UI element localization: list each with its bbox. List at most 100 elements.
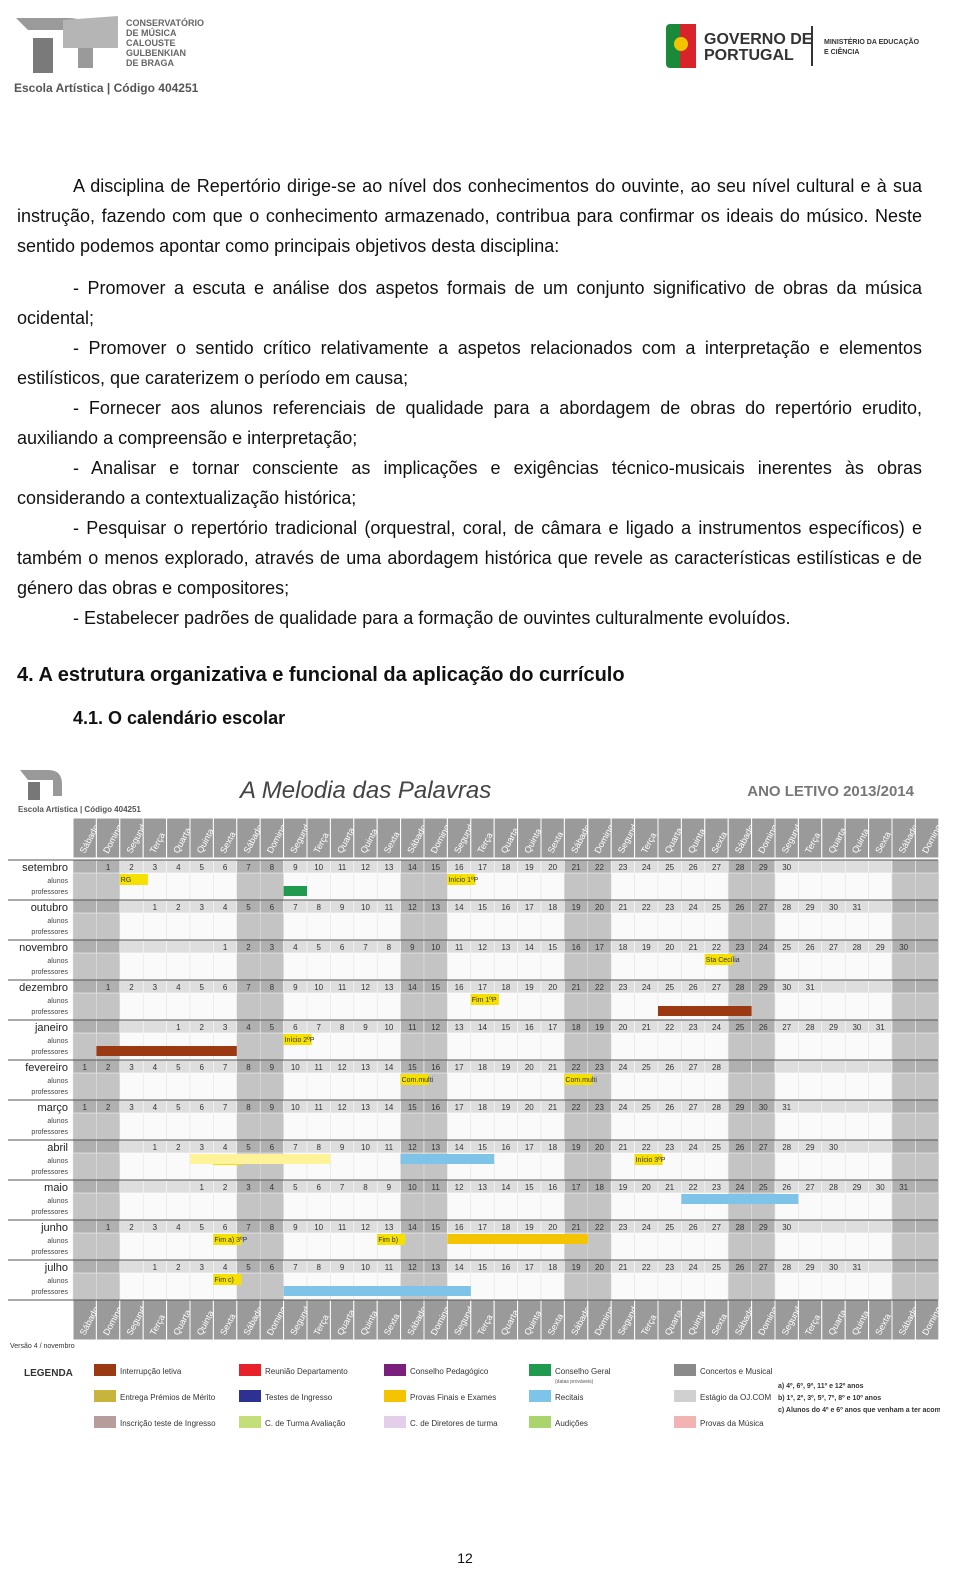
day-number: 2: [106, 1103, 111, 1112]
legend-swatch: [674, 1364, 696, 1376]
day-number: 31: [806, 983, 815, 992]
day-number-cell: [72, 939, 97, 954]
note: Fim c): [214, 1277, 233, 1284]
day-number: 12: [431, 1023, 440, 1032]
day-number: 21: [548, 1063, 557, 1072]
day-number: 7: [246, 983, 251, 992]
day-number: 21: [665, 1183, 674, 1192]
day-number: 16: [501, 1143, 510, 1152]
version: Versão 4 / novembro: [10, 1343, 75, 1350]
day-number: 25: [712, 1143, 721, 1152]
row-label: alunos: [47, 878, 68, 885]
day-number: 30: [876, 1183, 885, 1192]
note: Sta Cecília: [706, 957, 740, 964]
note: Com.multi: [565, 1077, 597, 1084]
day-number: 16: [431, 1063, 440, 1072]
legend-label: Conselho Geral: [555, 1367, 611, 1376]
day-number: 1: [82, 1103, 87, 1112]
month-name: julho: [44, 1262, 68, 1274]
day-number-cell: [821, 1219, 846, 1234]
government-logo: GOVERNO DE PORTUGAL MINISTÉRIO DA EDUCAÇ…: [666, 24, 920, 68]
day-number: 10: [291, 1063, 300, 1072]
day-number: 20: [665, 943, 674, 952]
day-number: 10: [408, 1183, 417, 1192]
day-number-cell: [166, 1179, 191, 1194]
day-number: 1: [199, 1183, 204, 1192]
day-number-cell: [72, 1219, 97, 1234]
paragraph: A disciplina de Repertório dirige-se ao …: [17, 176, 922, 256]
day-number: 9: [270, 1063, 275, 1072]
day-number: 30: [759, 1103, 768, 1112]
day-number-cell: [915, 859, 940, 874]
day-number-cell: [96, 1019, 121, 1034]
day-number: 16: [501, 903, 510, 912]
note: Fim b): [378, 1237, 398, 1244]
day-number-cell: [798, 859, 823, 874]
day-number: 20: [618, 1023, 627, 1032]
day-number: 13: [455, 1023, 464, 1032]
day-number-cell: [72, 1259, 97, 1274]
legend-title: LEGENDA: [24, 1368, 73, 1379]
day-number: 16: [501, 1263, 510, 1272]
row-label: alunos: [47, 1078, 68, 1085]
objective: - Promover a escuta e análise dos aspeto…: [17, 278, 922, 328]
day-number: 7: [223, 1103, 228, 1112]
day-number: 5: [176, 1063, 181, 1072]
note-box: [377, 1234, 406, 1245]
day-number-cell: [868, 859, 893, 874]
legend-swatch: [529, 1390, 551, 1402]
day-number: 11: [338, 863, 347, 872]
objective: - Fornecer aos alunos referenciais de qu…: [17, 398, 922, 448]
day-number-cell: [96, 1139, 121, 1154]
day-number: 18: [501, 983, 510, 992]
legend-label: Provas Finais e Exames: [410, 1393, 496, 1402]
day-number: 17: [478, 983, 487, 992]
legend-swatch: [384, 1416, 406, 1428]
day-number: 17: [548, 1023, 557, 1032]
day-number-cell: [915, 1059, 940, 1074]
day-number: 25: [665, 1223, 674, 1232]
row-label: professores: [31, 1129, 68, 1136]
row-label: professores: [31, 889, 68, 896]
day-number-cell: [844, 1219, 869, 1234]
day-number: 11: [338, 1223, 347, 1232]
day-number: 8: [316, 903, 321, 912]
legend-label: Inscrição teste de Ingresso: [120, 1419, 216, 1428]
day-number: 10: [431, 943, 440, 952]
day-number: 18: [548, 1263, 557, 1272]
day-number: 2: [223, 1183, 228, 1192]
day-number: 6: [340, 943, 345, 952]
day-number: 28: [735, 1223, 744, 1232]
day-number: 5: [246, 1143, 251, 1152]
month-name: fevereiro: [25, 1062, 68, 1074]
day-number-cell: [821, 859, 846, 874]
day-number: 10: [314, 1223, 323, 1232]
row-label: professores: [31, 1209, 68, 1216]
day-number: 22: [595, 983, 604, 992]
day-number: 28: [735, 863, 744, 872]
day-number: 24: [689, 1263, 698, 1272]
day-number: 4: [293, 943, 298, 952]
body-text: A disciplina de Repertório dirige-se ao …: [17, 171, 922, 633]
day-number: 1: [153, 1143, 158, 1152]
day-number: 25: [735, 1023, 744, 1032]
day-number-cell: [915, 1179, 940, 1194]
day-number: 11: [408, 1023, 417, 1032]
day-number: 18: [501, 863, 510, 872]
objective: - Estabelecer padrões de qualidade para …: [73, 608, 791, 628]
day-number: 25: [712, 903, 721, 912]
day-number-cell: [891, 979, 916, 994]
day-number: 20: [548, 983, 557, 992]
day-number: 5: [270, 1023, 275, 1032]
day-number-cell: [868, 979, 893, 994]
school-year: ANO LETIVO 2013/2014: [747, 783, 914, 800]
day-number: 15: [548, 943, 557, 952]
day-number: 3: [153, 983, 158, 992]
day-number: 30: [829, 1143, 838, 1152]
day-number: 5: [199, 863, 204, 872]
legend-swatch: [94, 1416, 116, 1428]
footnote: b) 1º, 2º, 3º, 5º, 7º, 8º e 10º anos: [778, 1395, 881, 1402]
day-number: 19: [572, 1143, 581, 1152]
objective: - Analisar e tornar consciente as implic…: [17, 458, 922, 508]
